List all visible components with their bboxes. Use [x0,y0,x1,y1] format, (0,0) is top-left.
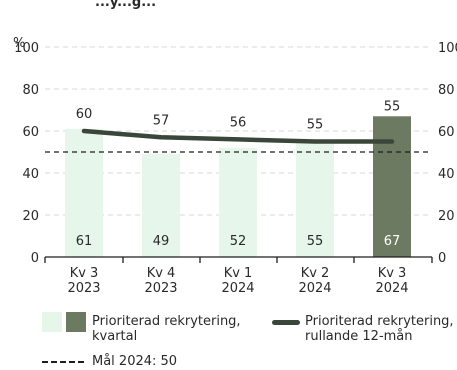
legend-bar-label-line2: kvartal [92,329,138,344]
category-label-2-line1: Kv 1 [224,266,253,281]
bar-0 [65,128,103,257]
category-label-0-line1: Kv 3 [70,266,99,281]
bar-value-label-3: 55 [307,234,324,249]
category-label-2-line2: 2024 [221,281,254,296]
legend-line-label-line2: rullande 12-mån [305,329,413,344]
y-axis-left-ticks: 0 20 40 60 80 100 [14,41,39,266]
y-tick-left-100: 100 [14,41,39,56]
y-tick-right-60: 60 [438,125,455,140]
legend-target-label: Mål 2024: 50 [92,354,178,369]
y-axis-unit-label: % [13,36,25,51]
bar-3 [296,141,334,257]
bar-2 [219,147,257,257]
bar-1 [142,154,180,257]
x-axis [44,256,433,263]
category-label-3-line2: 2024 [298,281,331,296]
bar-value-label-1: 49 [153,234,170,249]
bar-value-label-2: 52 [230,234,247,249]
legend-bar-label-line1: Prioriterad rekrytering, [92,314,241,329]
y-tick-right-20: 20 [438,209,455,224]
legend-bar-swatch-light [42,312,62,332]
y-axis-right-ticks: 0 20 40 60 80 100 [438,41,457,266]
category-label-1-line1: Kv 4 [147,266,176,281]
line-data-labels: 60 57 56 55 55 [76,99,401,132]
category-label-3-line1: Kv 2 [301,266,330,281]
line-label-2: 56 [230,115,247,130]
y-tick-left-60: 60 [22,125,39,140]
rolling-line-series [81,128,395,144]
legend-line-label-line1: Prioriterad rekrytering, [305,314,454,329]
y-tick-left-20: 20 [22,209,39,224]
y-tick-right-100: 100 [438,41,457,56]
category-label-0: Kv 3 2023 [67,266,100,296]
category-label-0-line2: 2023 [67,281,100,296]
category-label-4: Kv 3 2024 [375,266,408,296]
y-tick-right-80: 80 [438,83,455,98]
line-label-4: 55 [384,99,401,114]
bar-data-labels: 61 49 52 55 67 [76,234,401,249]
category-label-1: Kv 4 2023 [144,266,177,296]
y-tick-right-0: 0 [438,251,446,266]
legend-bar-label: Prioriterad rekrytering, kvartal [92,314,241,344]
legend-target-swatch [42,361,84,363]
rolling-line [81,128,395,144]
category-label-4-line2: 2024 [375,281,408,296]
line-label-0: 60 [76,107,93,122]
bar-value-label-0: 61 [76,234,93,249]
y-tick-left-40: 40 [22,167,39,182]
category-label-2: Kv 1 2024 [221,266,254,296]
category-label-1-line2: 2023 [144,281,177,296]
legend-line-swatch [272,320,300,325]
category-label-4-line1: Kv 3 [378,266,407,281]
legend-bar-swatch-dark [66,312,86,332]
bar-value-label-4: 67 [384,234,401,249]
y-tick-left-80: 80 [22,83,39,98]
line-label-3: 55 [307,118,324,133]
y-tick-right-40: 40 [438,167,455,182]
chart-title-fragment: ...y...g... [95,0,156,10]
legend-line-label: Prioriterad rekrytering, rullande 12-mån [305,314,454,344]
category-label-3: Kv 2 2024 [298,266,331,296]
line-label-1: 57 [153,113,170,128]
bar-series [65,116,411,257]
y-tick-left-0: 0 [31,251,39,266]
